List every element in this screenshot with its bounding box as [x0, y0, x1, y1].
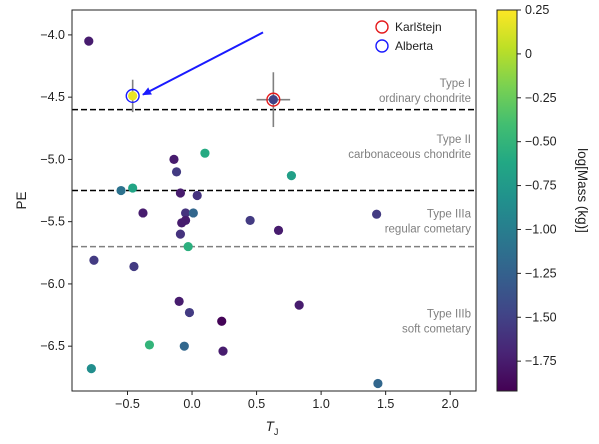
highlight-ring — [266, 92, 281, 107]
legend-marker — [375, 20, 389, 34]
pointer-arrow — [142, 31, 264, 96]
type-label-title: Type IIIb — [427, 308, 471, 320]
data-point — [84, 36, 94, 46]
data-point — [174, 296, 184, 306]
type-label-subtitle: ordinary chondrite — [379, 93, 471, 105]
type-label-title: Type IIIa — [427, 209, 472, 221]
colorbar-tick-label: 0.25 — [525, 3, 549, 17]
data-point — [128, 183, 138, 193]
data-point — [89, 255, 99, 265]
data-point — [138, 208, 148, 218]
data-point — [373, 378, 383, 389]
colorbar-tick-label: −1.50 — [525, 310, 557, 324]
highlight-ring — [125, 88, 140, 104]
x-axis-label: TJ — [266, 419, 279, 437]
colorbar-tick-label: −0.50 — [525, 135, 557, 149]
y-tick-label: −4.5 — [40, 90, 65, 104]
type-label-title: Type I — [440, 78, 471, 90]
data-point — [245, 215, 255, 226]
data-point — [180, 208, 191, 218]
x-tick-label: 2.0 — [441, 397, 458, 411]
type-label-subtitle: carbonaceous chondrite — [348, 149, 471, 161]
colorbar-tick-label: −0.25 — [525, 91, 557, 105]
y-tick-label: −5.5 — [40, 215, 65, 229]
highlight-point — [268, 95, 278, 105]
y-axis-label: PE — [14, 191, 29, 209]
data-point — [177, 218, 187, 228]
type-label-subtitle: regular cometary — [385, 224, 472, 236]
data-point — [175, 229, 186, 239]
x-axis-label-main: T — [266, 419, 276, 434]
colorbar-tick-label: −1.75 — [525, 354, 557, 368]
legend-label: Alberta — [395, 39, 433, 53]
y-tick-label: −4.0 — [40, 28, 65, 42]
y-tick-label: −6.0 — [40, 277, 65, 291]
data-point — [217, 316, 227, 326]
data-point — [372, 209, 382, 219]
data-point — [129, 261, 139, 272]
colorbar: 0.25 0 −0.25 −0.50 −0.75 −1.00 −1.25 −1.50 −1.75… — [496, 3, 590, 392]
colorbar-tick-label: −0.75 — [525, 179, 557, 193]
y-tick-label: −6.5 — [40, 339, 65, 353]
data-point — [184, 307, 195, 318]
x-tick-label: 0.0 — [183, 397, 200, 411]
data-point — [200, 148, 210, 158]
data-point — [294, 300, 304, 310]
legend-marker — [375, 39, 389, 53]
x-axis-label-subscript: J — [274, 427, 279, 437]
colorbar-gradient — [496, 9, 518, 392]
data-point — [273, 225, 284, 235]
axes: −0.5 0.0 0.5 1.0 1.5 2.0 −4.0 −4.5 −5.0 −5.5 −6.0 −… — [14, 9, 477, 437]
colorbar-tick-label: −1.25 — [525, 266, 557, 280]
data-point — [218, 346, 228, 356]
plot-frame — [71, 9, 477, 392]
data-point — [286, 170, 297, 181]
x-tick-label: −0.5 — [115, 397, 140, 411]
x-tick-label: 1.0 — [312, 397, 329, 411]
y-tick-label: −5.0 — [40, 152, 65, 166]
data-point — [188, 208, 198, 218]
data-point — [192, 190, 202, 201]
colorbar-tick-label: −1.00 — [525, 222, 557, 236]
x-tick-label: 0.5 — [248, 397, 265, 411]
data-point — [179, 341, 189, 351]
data-point — [175, 188, 186, 198]
highlight-point — [128, 91, 138, 101]
data-point — [171, 167, 182, 177]
type-label-subtitle: soft cometary — [402, 323, 471, 335]
colorbar-tick-label: 0 — [525, 47, 532, 61]
data-point — [86, 363, 96, 374]
type-label-title: Type II — [436, 134, 471, 146]
x-tick-label: 1.5 — [377, 397, 394, 411]
data-point — [144, 340, 155, 350]
data-point — [183, 241, 193, 252]
plot-area: Type I ordinary chondrite Type II carbonace… — [72, 20, 476, 389]
legend-label: Karlštejn — [395, 20, 442, 34]
data-point — [116, 185, 126, 196]
data-point — [169, 154, 179, 165]
colorbar-label: log[Mass (kg)] — [575, 148, 590, 233]
